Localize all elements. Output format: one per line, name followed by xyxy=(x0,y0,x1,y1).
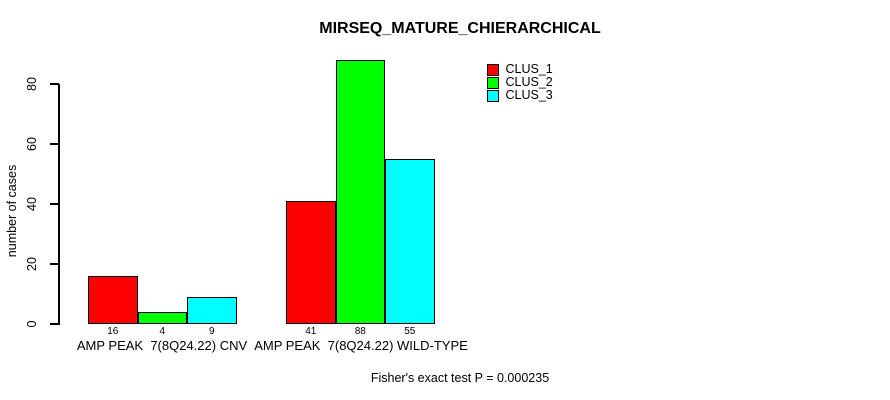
y-axis-label: number of cases xyxy=(5,164,19,258)
bar-clus-2-group-1 xyxy=(137,312,187,324)
bar-value-label: 16 xyxy=(107,325,119,337)
y-axis-tick xyxy=(50,83,59,85)
y-axis-tick xyxy=(50,203,59,205)
bar-value-label: 4 xyxy=(159,325,166,337)
group-label-cnv: AMP PEAK 7(8Q24.22) CNV xyxy=(76,338,248,353)
legend-label-clus-1: CLUS_1 xyxy=(505,62,553,76)
bar-value-label: 41 xyxy=(305,325,317,337)
legend-label-clus-3: CLUS_3 xyxy=(505,88,553,102)
bar-clus-2-group-2 xyxy=(335,60,385,324)
legend-label-clus-2: CLUS_2 xyxy=(505,75,553,89)
bar-clus-1-group-1 xyxy=(88,276,138,324)
legend-swatch-clus-1 xyxy=(487,64,499,76)
bar-clus-3-group-1 xyxy=(187,297,237,324)
y-axis-tick xyxy=(50,143,59,145)
group-label-wild-type: AMP PEAK 7(8Q24.22) WILD-TYPE xyxy=(254,338,468,353)
legend: CLUS_1 CLUS_2 CLUS_3 xyxy=(487,62,553,102)
annotation-text: Fisher's exact test P = 0.000235 xyxy=(370,371,550,385)
y-axis-tick xyxy=(50,263,59,265)
bar-clus-1-group-2 xyxy=(286,201,336,324)
y-axis-tick-label: 40 xyxy=(25,197,39,211)
y-axis-tick-label: 80 xyxy=(25,77,39,91)
bar-value-label: 55 xyxy=(404,325,416,337)
y-axis-tick-label: 0 xyxy=(25,320,39,328)
chart-title: MIRSEQ_MATURE_CHIERARCHICAL xyxy=(319,20,601,37)
y-axis-tick-label: 20 xyxy=(25,257,39,271)
y-axis-tick-label: 60 xyxy=(25,137,39,151)
y-axis-tick xyxy=(50,323,59,325)
bar-value-label: 88 xyxy=(354,325,366,337)
legend-item-clus-3: CLUS_3 xyxy=(487,88,553,102)
bar-value-label: 9 xyxy=(208,325,215,337)
bar-clus-3-group-2 xyxy=(385,159,435,324)
legend-swatch-clus-2 xyxy=(487,77,499,89)
legend-item-clus-1: CLUS_1 xyxy=(487,62,553,76)
legend-item-clus-2: CLUS_2 xyxy=(487,75,553,89)
legend-swatch-clus-3 xyxy=(487,90,499,102)
